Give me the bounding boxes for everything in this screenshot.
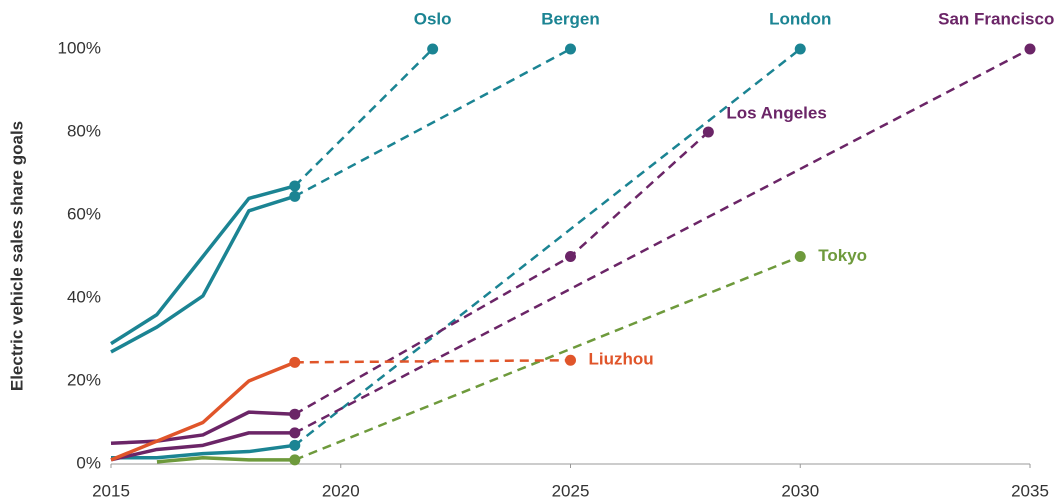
y-tick-label: 0% xyxy=(76,453,101,472)
goal-line xyxy=(294,48,802,447)
history-line xyxy=(110,194,296,354)
y-tick-label: 20% xyxy=(67,370,101,389)
x-tick-label: 2035 xyxy=(1011,481,1049,500)
city-label: Oslo xyxy=(414,9,452,28)
history-end-dot xyxy=(289,427,301,439)
city-label: Tokyo xyxy=(818,246,867,265)
history-line xyxy=(110,410,295,445)
y-tick-label: 80% xyxy=(67,121,101,140)
city-label: San Francisco xyxy=(938,9,1054,28)
history-end-dot xyxy=(289,180,301,192)
city-label: Los Angeles xyxy=(726,103,826,122)
goal-dot xyxy=(427,43,439,55)
city-label: Bergen xyxy=(541,9,600,28)
y-tick-label: 60% xyxy=(67,204,101,223)
history-end-dot xyxy=(289,439,301,451)
goal-line xyxy=(293,48,434,187)
goal-line xyxy=(294,47,572,198)
goal-line xyxy=(294,359,571,364)
goal-dot xyxy=(565,251,576,262)
x-tick-label: 2015 xyxy=(92,481,130,500)
history-line xyxy=(110,431,295,462)
x-tick-label: 2030 xyxy=(781,481,819,500)
x-tick-label: 2025 xyxy=(552,481,590,500)
goal-dot xyxy=(1024,43,1036,55)
x-tick-label: 2020 xyxy=(322,481,360,500)
history-end-dot xyxy=(289,454,301,466)
y-axis-label: Electric vehicle sales share goals xyxy=(7,121,26,391)
history-end-dot xyxy=(289,190,301,202)
history-end-dot xyxy=(289,408,301,420)
goal-dot xyxy=(565,354,576,366)
goal-line xyxy=(294,131,710,416)
goal-dot xyxy=(565,43,576,55)
goal-line xyxy=(294,255,801,462)
history-line xyxy=(111,443,296,460)
goal-dot xyxy=(794,43,806,55)
goal-dot xyxy=(794,251,806,262)
city-label: Liuzhou xyxy=(589,350,654,369)
y-tick-label: 40% xyxy=(67,287,101,306)
city-label: London xyxy=(769,9,831,28)
history-line xyxy=(110,184,296,346)
goal-dot xyxy=(702,126,714,138)
history-end-dot xyxy=(289,356,301,368)
history-line xyxy=(156,456,295,464)
history-line xyxy=(110,360,296,462)
goal-line xyxy=(294,47,1031,434)
y-tick-label: 100% xyxy=(58,38,101,57)
